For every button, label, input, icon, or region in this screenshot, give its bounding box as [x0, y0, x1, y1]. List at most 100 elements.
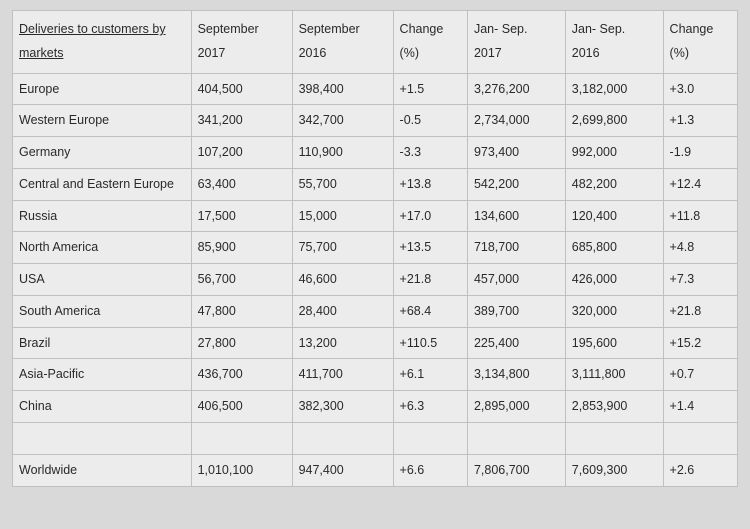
- cell-ytd2016: 7,609,300: [565, 454, 663, 486]
- cell-ytd2016: 2,853,900: [565, 391, 663, 423]
- cell-ytd2016: 3,182,000: [565, 73, 663, 105]
- cell-change_y: +0.7: [663, 359, 737, 391]
- cell-market: Europe: [13, 73, 192, 105]
- cell-market: North America: [13, 232, 192, 264]
- col-header-ytd2017: Jan- Sep. 2017: [467, 11, 565, 74]
- header-row: Deliveries to customers by markets Septe…: [13, 11, 738, 74]
- cell-change_m: +1.5: [393, 73, 467, 105]
- cell-sep2017: 404,500: [191, 73, 292, 105]
- cell-sep2017: 17,500: [191, 200, 292, 232]
- cell-sep2016: 947,400: [292, 454, 393, 486]
- col-header-ytd2016: Jan- Sep. 2016: [565, 11, 663, 74]
- cell-ytd2016: 320,000: [565, 295, 663, 327]
- cell-sep2017: 341,200: [191, 105, 292, 137]
- cell-sep2016: 110,900: [292, 137, 393, 169]
- cell-change_y: +21.8: [663, 295, 737, 327]
- cell-market: China: [13, 391, 192, 423]
- cell-sep2016: 398,400: [292, 73, 393, 105]
- cell-ytd2017: 389,700: [467, 295, 565, 327]
- cell-sep2017: 56,700: [191, 264, 292, 296]
- table-row: Central and Eastern Europe63,40055,700+1…: [13, 168, 738, 200]
- cell-change_y: +12.4: [663, 168, 737, 200]
- cell-ytd2017: 2,734,000: [467, 105, 565, 137]
- col-header-sep2016: September 2016: [292, 11, 393, 74]
- cell-market: Worldwide: [13, 454, 192, 486]
- cell-change_m: -0.5: [393, 105, 467, 137]
- cell-sep2016: 342,700: [292, 105, 393, 137]
- cell-change_y: +1.3: [663, 105, 737, 137]
- cell-sep2017: 406,500: [191, 391, 292, 423]
- cell-market: Central and Eastern Europe: [13, 168, 192, 200]
- cell-change_y: +2.6: [663, 454, 737, 486]
- cell-change_y: +15.2: [663, 327, 737, 359]
- cell-sep2017: 27,800: [191, 327, 292, 359]
- cell-ytd2016: 3,111,800: [565, 359, 663, 391]
- deliveries-table: Deliveries to customers by markets Septe…: [12, 10, 738, 487]
- cell-ytd2017: 2,895,000: [467, 391, 565, 423]
- cell-sep2016: 46,600: [292, 264, 393, 296]
- cell-change_m: -3.3: [393, 137, 467, 169]
- table-row: Europe404,500398,400+1.53,276,2003,182,0…: [13, 73, 738, 105]
- cell-change_m: +17.0: [393, 200, 467, 232]
- table-row-blank: [13, 422, 738, 454]
- cell-ytd2016: 120,400: [565, 200, 663, 232]
- cell-market: Russia: [13, 200, 192, 232]
- cell-empty: [663, 422, 737, 454]
- cell-ytd2016: 482,200: [565, 168, 663, 200]
- cell-sep2016: 13,200: [292, 327, 393, 359]
- table-row: USA56,70046,600+21.8457,000426,000+7.3: [13, 264, 738, 296]
- cell-change_y: +7.3: [663, 264, 737, 296]
- cell-sep2017: 47,800: [191, 295, 292, 327]
- cell-change_y: +11.8: [663, 200, 737, 232]
- col-header-markets: Deliveries to customers by markets: [13, 11, 192, 74]
- cell-market: USA: [13, 264, 192, 296]
- cell-ytd2016: 2,699,800: [565, 105, 663, 137]
- table-row: North America85,90075,700+13.5718,700685…: [13, 232, 738, 264]
- cell-sep2017: 107,200: [191, 137, 292, 169]
- table-row-total: Worldwide1,010,100947,400+6.67,806,7007,…: [13, 454, 738, 486]
- cell-market: Germany: [13, 137, 192, 169]
- cell-market: Western Europe: [13, 105, 192, 137]
- cell-change_y: +3.0: [663, 73, 737, 105]
- cell-ytd2017: 457,000: [467, 264, 565, 296]
- cell-market: Asia-Pacific: [13, 359, 192, 391]
- cell-sep2016: 15,000: [292, 200, 393, 232]
- cell-empty: [13, 422, 192, 454]
- cell-market: Brazil: [13, 327, 192, 359]
- cell-empty: [467, 422, 565, 454]
- cell-ytd2017: 973,400: [467, 137, 565, 169]
- table-row: Western Europe341,200342,700-0.52,734,00…: [13, 105, 738, 137]
- cell-ytd2016: 426,000: [565, 264, 663, 296]
- cell-sep2017: 1,010,100: [191, 454, 292, 486]
- cell-empty: [393, 422, 467, 454]
- cell-change_y: +4.8: [663, 232, 737, 264]
- table-row: Asia-Pacific436,700411,700+6.13,134,8003…: [13, 359, 738, 391]
- cell-sep2016: 28,400: [292, 295, 393, 327]
- cell-change_m: +21.8: [393, 264, 467, 296]
- cell-ytd2017: 225,400: [467, 327, 565, 359]
- cell-ytd2017: 718,700: [467, 232, 565, 264]
- cell-change_m: +13.8: [393, 168, 467, 200]
- cell-change_y: -1.9: [663, 137, 737, 169]
- cell-change_m: +68.4: [393, 295, 467, 327]
- cell-sep2017: 63,400: [191, 168, 292, 200]
- cell-ytd2017: 542,200: [467, 168, 565, 200]
- cell-ytd2016: 195,600: [565, 327, 663, 359]
- col-header-change-ytd: Change (%): [663, 11, 737, 74]
- cell-sep2016: 411,700: [292, 359, 393, 391]
- col-header-sep2017: September 2017: [191, 11, 292, 74]
- table-container: Deliveries to customers by markets Septe…: [0, 0, 750, 497]
- cell-change_y: +1.4: [663, 391, 737, 423]
- cell-change_m: +6.1: [393, 359, 467, 391]
- cell-ytd2017: 134,600: [467, 200, 565, 232]
- cell-sep2016: 55,700: [292, 168, 393, 200]
- table-row: Brazil27,80013,200+110.5225,400195,600+1…: [13, 327, 738, 359]
- cell-sep2017: 436,700: [191, 359, 292, 391]
- col-header-change-month: Change (%): [393, 11, 467, 74]
- cell-sep2016: 75,700: [292, 232, 393, 264]
- cell-ytd2017: 7,806,700: [467, 454, 565, 486]
- cell-empty: [565, 422, 663, 454]
- cell-sep2017: 85,900: [191, 232, 292, 264]
- cell-ytd2017: 3,134,800: [467, 359, 565, 391]
- cell-empty: [191, 422, 292, 454]
